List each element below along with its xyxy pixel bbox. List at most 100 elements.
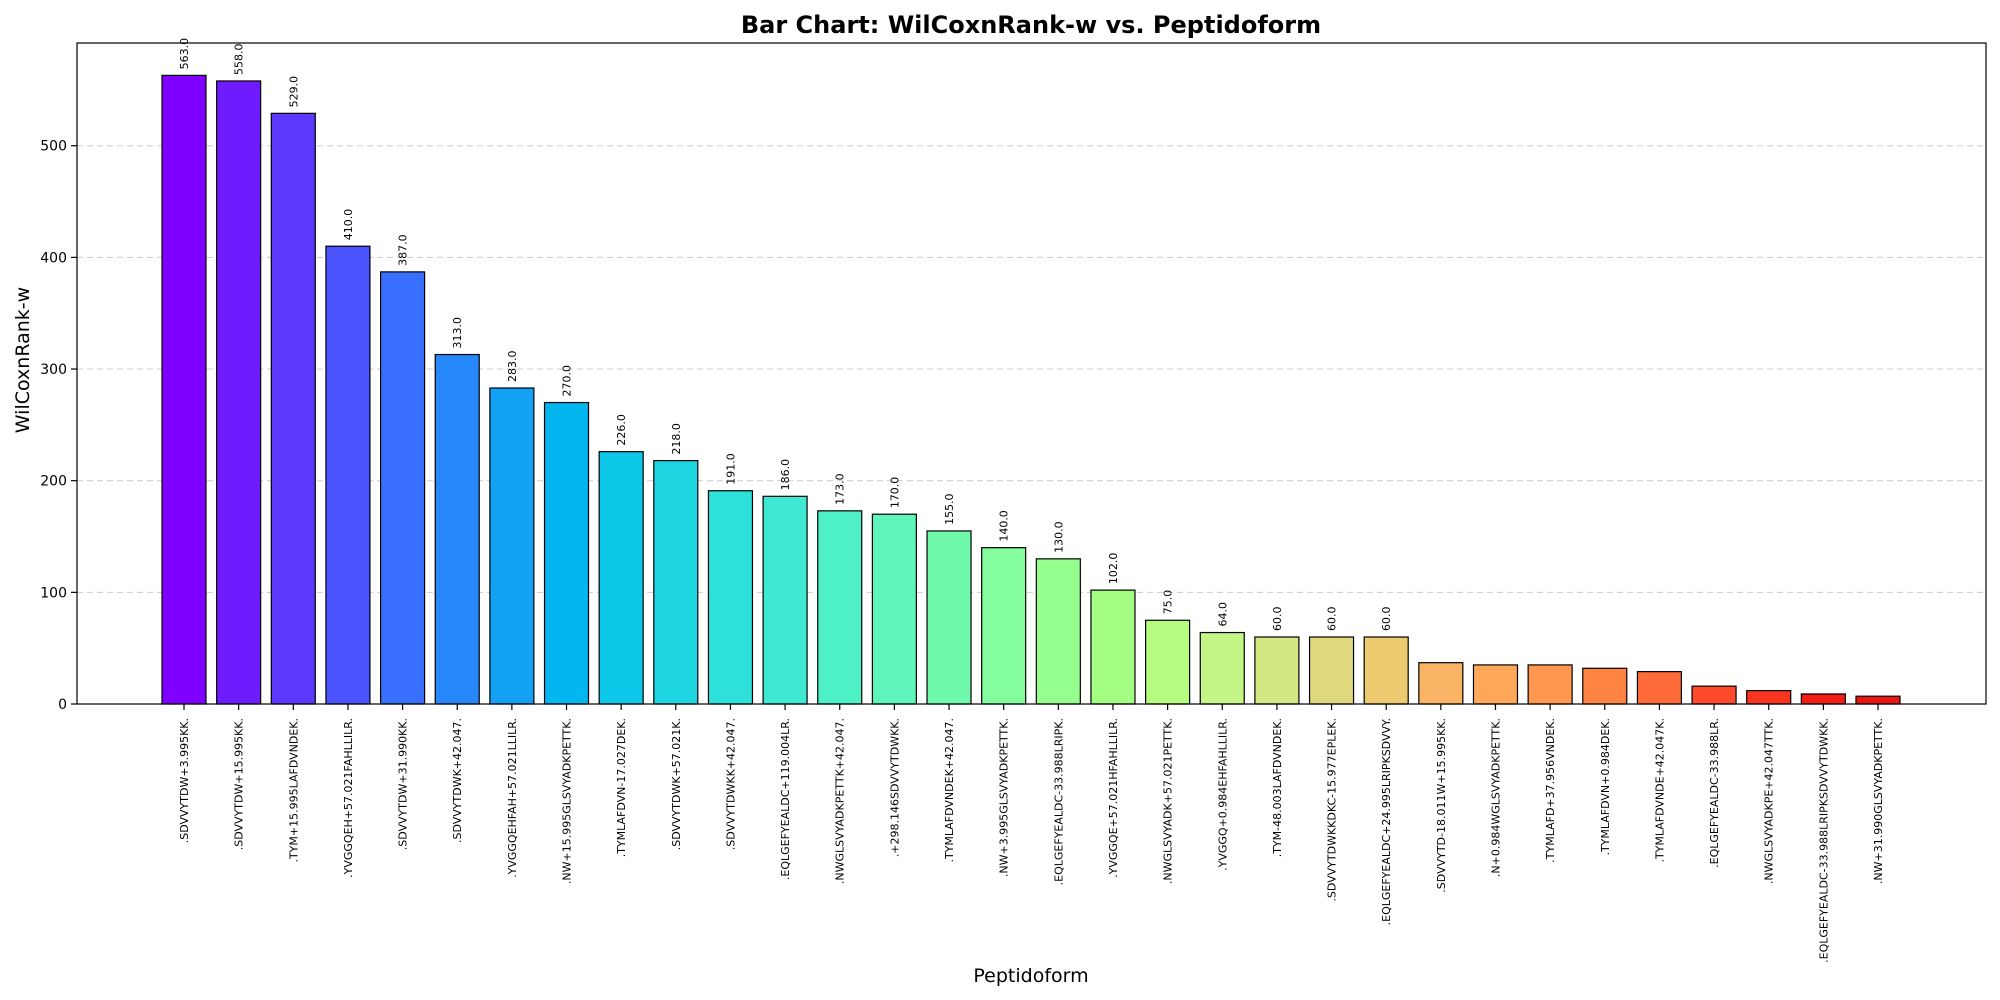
x-tick-label: .NWGLSVYADK+57.021PETTK. (1162, 718, 1175, 884)
y-ticks: 0 100 200 300 400 500 (40, 139, 77, 713)
y-tick-label: 0 (58, 697, 67, 713)
y-tick-label: 100 (40, 585, 67, 601)
y-tick-label: 200 (40, 474, 67, 490)
x-tick-label: .YVGGQ+0.984EHFAHLLILR. (1216, 718, 1229, 871)
bar (543, 401, 590, 705)
data-label: 102.0 (1107, 553, 1120, 585)
bar (981, 547, 1027, 705)
bar (926, 530, 972, 705)
data-label: 60.0 (1271, 607, 1284, 632)
x-ticks: .SDVVYTDW+3.995KK. .SDVVYTDW+15.995KK. .TY… (178, 704, 1885, 963)
x-tick-label: .SDVVYTDWKKDKC-15.977EPLEK. (1326, 718, 1339, 902)
data-label: 130.0 (1052, 521, 1065, 553)
data-label: 60.0 (1326, 607, 1339, 632)
bar (270, 112, 316, 705)
bar (1855, 695, 1901, 705)
y-axis-label: WilCoxnRank-w (12, 287, 34, 433)
x-tick-label: .SDVVYTDW+3.995KK. (178, 718, 191, 843)
bar (1636, 671, 1683, 705)
x-tick-label: .TYMLAFDVN+0.984DEK. (1599, 718, 1612, 856)
data-label: 64.0 (1216, 602, 1229, 627)
x-tick-label: .YVGGQEHFAH+57.021LLILR. (506, 718, 519, 878)
bar (216, 80, 262, 705)
y-tick-label: 500 (40, 139, 67, 155)
data-label: 186.0 (779, 459, 792, 491)
x-tick-label: .TYMLAFD+37.956VNDEK. (1544, 718, 1557, 863)
x-tick-label: .SDVVYTDWK+42.047. (451, 718, 464, 843)
data-label: 75.0 (1162, 590, 1175, 615)
bar (325, 245, 371, 705)
data-label: 218.0 (670, 423, 683, 455)
chart-title: Bar Chart: WilCoxnRank-w vs. Peptidoform (741, 11, 1321, 39)
data-label: 283.0 (506, 351, 519, 383)
x-tick-label: .TYMLAFDVNDE+42.047K. (1653, 718, 1666, 863)
x-tick-label: .SDVVYTDWK+57.021K. (670, 718, 683, 850)
bar (1746, 690, 1792, 705)
data-label: 173.0 (834, 473, 847, 505)
bar (161, 74, 207, 705)
bar (817, 510, 863, 705)
bar (1145, 619, 1191, 705)
bar (1363, 636, 1409, 705)
x-tick-label: .YVGGQE+57.021HFAHLLILR. (1107, 718, 1120, 878)
data-label: 155.0 (943, 493, 956, 525)
y-tick-label: 400 (40, 250, 67, 266)
x-tick-label: .EQLGEFYEALDC-33.988LRIPKSDVVYTDWKK. (1817, 718, 1830, 963)
x-tick-label: .EQLGEFYEALDC-33.988LRIPK. (1052, 718, 1065, 885)
plot-frame (76, 42, 1987, 705)
bar (1254, 636, 1300, 705)
x-tick-label: .SDVVYTDW+15.995KK. (233, 718, 246, 850)
bar (1691, 685, 1737, 705)
x-tick-label: .EQLGEFYEALDC+24.995LRIPKSDVVY. (1380, 718, 1393, 925)
x-axis-label: Peptidoform (973, 965, 1088, 987)
data-label: 60.0 (1380, 607, 1393, 632)
data-label: 313.0 (451, 317, 464, 349)
bar (653, 459, 699, 705)
x-tick-label: .EQLGEFYEALDC-33.988LR. (1708, 718, 1721, 868)
data-label: 558.0 (233, 43, 246, 75)
x-tick-label: .NWGLSVYADKPETTK+42.047. (834, 718, 847, 884)
data-label: 270.0 (561, 365, 574, 397)
bar (489, 387, 535, 705)
y-tick-label: 300 (40, 362, 67, 378)
x-tick-label: .TYMLAFDVN-17.027DEK. (615, 718, 628, 857)
bar (1035, 558, 1081, 705)
bar (1472, 664, 1519, 705)
x-tick-label: .SDVVYTDW+31.990KK. (397, 718, 410, 850)
bars (161, 74, 1901, 705)
data-label: 410.0 (342, 209, 355, 241)
x-tick-label: .+298.146SDVVYTDWKK. (888, 718, 901, 857)
bar (1199, 631, 1245, 705)
bar (762, 495, 808, 705)
bar (379, 271, 426, 705)
bar (1308, 636, 1355, 705)
x-tick-label: .NW+15.995GLSVYADKPETTK. (561, 718, 574, 884)
x-tick-label: .TYM-48.003LAFDVNDEK. (1271, 718, 1284, 857)
x-tick-label: .TYM+15.995LAFDVNDEK. (287, 718, 300, 863)
data-label: 387.0 (397, 234, 410, 266)
x-tick-label: .N+0.984WGLSVYADKPETTK. (1489, 718, 1502, 877)
bar (1582, 667, 1628, 705)
x-tick-label: .NW+31.990GLSVYADKPETTK. (1872, 718, 1885, 884)
data-label: 529.0 (287, 76, 300, 108)
x-tick-label: .NW+3.995GLSVYADKPETTK. (998, 718, 1011, 877)
data-label: 563.0 (178, 38, 191, 70)
bar (1527, 664, 1573, 705)
x-tick-label: .SDVVYTD-18.011W+15.995KK. (1435, 718, 1448, 893)
gridlines (77, 145, 1986, 593)
data-label: 170.0 (888, 477, 901, 509)
data-label: 140.0 (998, 510, 1011, 542)
bar (1800, 693, 1846, 705)
bar (1090, 589, 1136, 705)
x-tick-label: .NWGLSVYADKPE+42.047TTK. (1763, 718, 1776, 884)
bar (1418, 662, 1464, 705)
x-tick-label: .EQLGEFYEALDC+119.004LR. (779, 718, 792, 880)
x-tick-label: .SDVVYTDWKK+42.047. (724, 718, 737, 850)
data-label: 226.0 (615, 414, 628, 446)
bar (434, 353, 480, 705)
bar (598, 451, 644, 705)
x-tick-label: .YVGGQEH+57.021FAHLLILR. (342, 718, 355, 878)
bar (707, 490, 754, 705)
